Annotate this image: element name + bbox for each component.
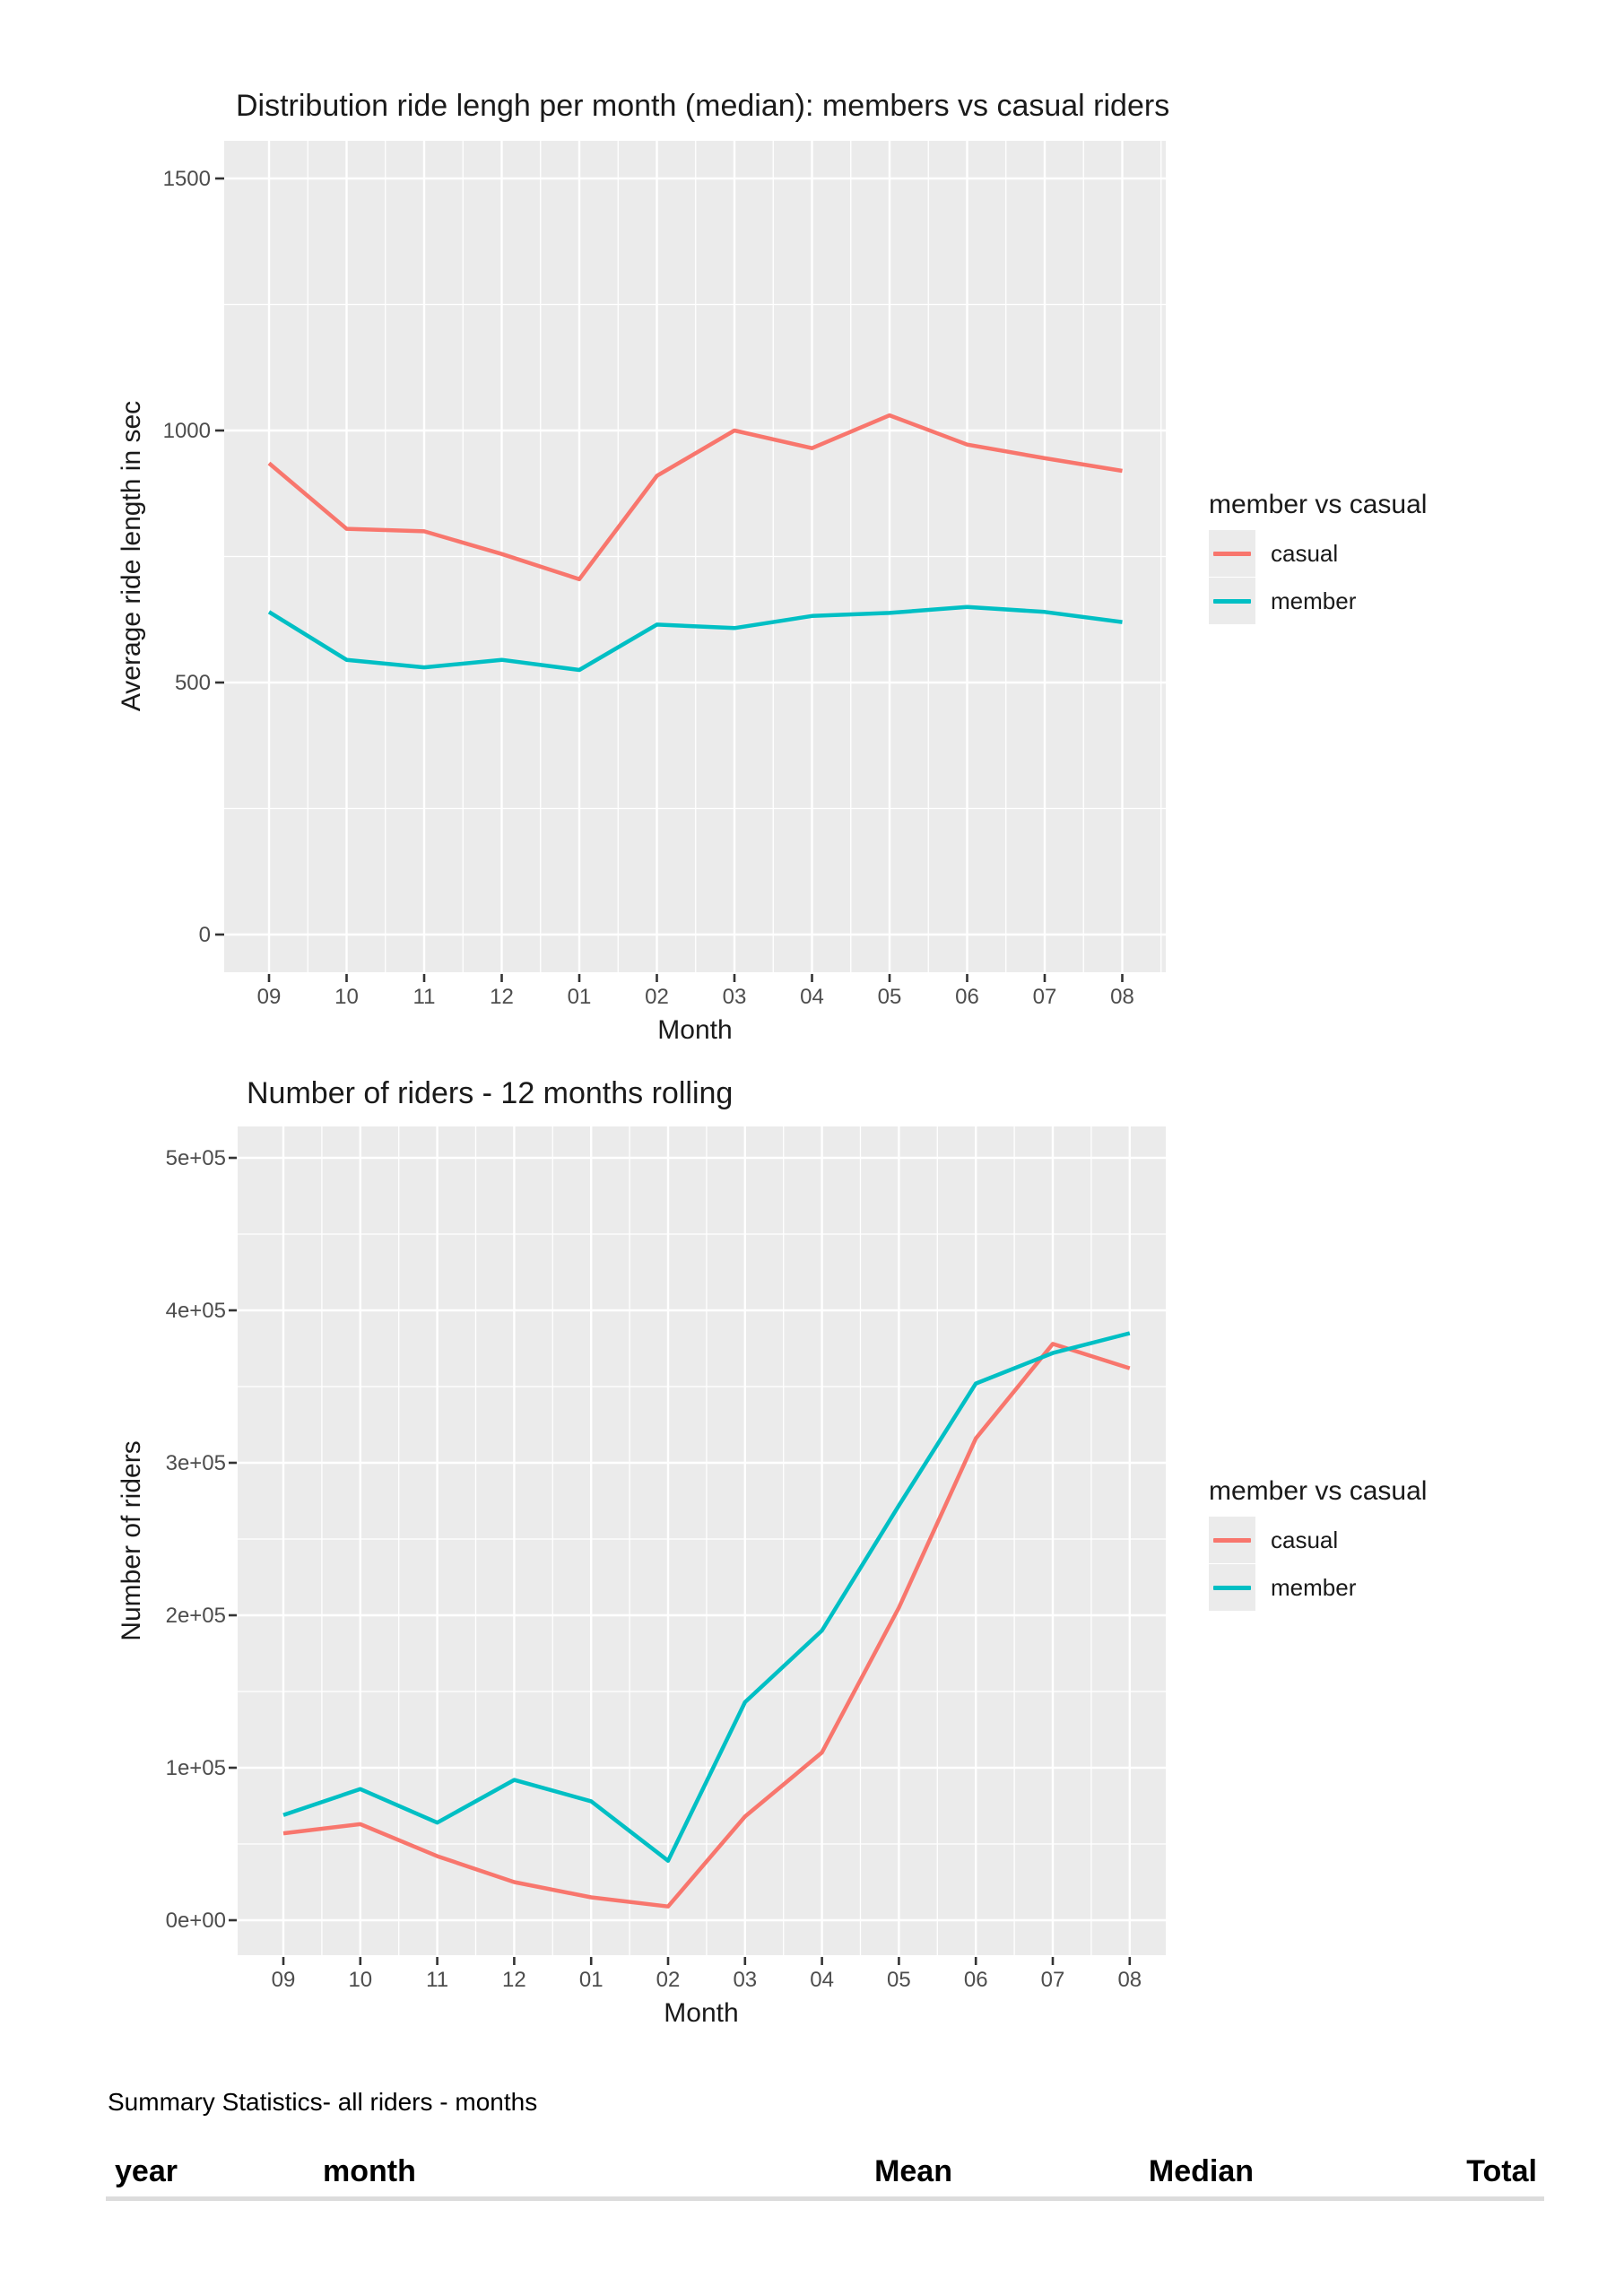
col-header-median: Median (1148, 2154, 1254, 2188)
x-tick-label: 08 (1117, 1968, 1142, 1992)
x-tick-label: 03 (733, 1968, 757, 1992)
y-tick-label: 4e+05 (166, 1299, 226, 1323)
chart2-title: Number of riders - 12 months rolling (247, 1076, 734, 1110)
legend-label-member: member (1271, 587, 1357, 614)
member-line-icon (1213, 1585, 1251, 1590)
x-tick-label: 11 (426, 1968, 448, 1992)
casual-line-icon (1213, 1537, 1251, 1543)
legend-label-casual: casual (1271, 540, 1339, 567)
x-tick-label: 11 (413, 985, 436, 1009)
chart1-panel-group: 0 500 1000 1500 09 10 11 12 01 02 03 04 05 06 07 08 (163, 141, 1166, 1009)
x-tick-label: 09 (257, 985, 282, 1009)
table-header-rule (106, 2196, 1544, 2201)
x-tick-label: 02 (645, 985, 669, 1009)
y-tick-label: 2e+05 (166, 1604, 226, 1628)
x-tick-label: 07 (1033, 985, 1057, 1009)
x-tick-label: 12 (502, 1968, 526, 1992)
casual-key-swatch (1209, 1517, 1255, 1563)
casual-line (267, 413, 1123, 582)
member-key-swatch (1209, 578, 1255, 624)
y-tick-label: 1000 (163, 419, 211, 443)
x-tick-label: 04 (800, 985, 824, 1009)
chart2-legend: member vs casual casual member (1209, 1476, 1585, 1612)
x-tick-label: 01 (579, 1968, 604, 1992)
member-line (282, 1331, 1131, 1863)
x-tick-label: 04 (810, 1968, 834, 1992)
plot-panel (238, 1126, 1166, 1955)
legend-title: member vs casual (1209, 490, 1428, 519)
chart2-panel-group: 0e+00 1e+05 2e+05 3e+05 4e+05 5e+05 09 10 11 12 01… (166, 1126, 1166, 1992)
chart1-y-axis-title: Average ride length in sec (117, 400, 146, 712)
legend-row-member: member (1209, 1564, 1585, 1611)
casual-line (282, 1342, 1131, 1909)
y-tick-label: 500 (175, 671, 211, 695)
col-header-total: Total (1466, 2154, 1537, 2188)
member-key-swatch (1209, 1564, 1255, 1611)
chart1-title: Distribution ride lengh per month (media… (236, 89, 1170, 123)
y-tick-label: 0e+00 (166, 1909, 226, 1933)
y-tick-label: 0 (199, 923, 211, 947)
chart2-x-axis-title: Month (664, 1998, 739, 2028)
legend-label-member: member (1271, 1574, 1357, 1601)
x-tick-label: 10 (348, 1968, 372, 1992)
x-tick-label: 12 (490, 985, 514, 1009)
casual-key-swatch (1209, 530, 1255, 577)
legend-row-casual: casual (1209, 1517, 1585, 1563)
x-tick-label: 06 (964, 1968, 988, 1992)
chart2-y-axis-title: Number of riders (117, 1440, 146, 1641)
x-tick-label: 03 (723, 985, 747, 1009)
x-tick-label: 10 (334, 985, 359, 1009)
legend-title: member vs casual (1209, 1476, 1428, 1506)
x-tick-label: 08 (1110, 985, 1134, 1009)
legend-label-casual: casual (1271, 1526, 1339, 1553)
y-tick-label: 5e+05 (166, 1146, 226, 1170)
summary-heading: Summary Statistics- all riders - months (108, 2088, 538, 2116)
member-line (267, 604, 1123, 673)
legend-row-member: member (1209, 578, 1585, 624)
x-tick-label: 06 (955, 985, 979, 1009)
casual-line-icon (1213, 551, 1251, 556)
y-tick-label: 1e+05 (166, 1756, 226, 1780)
chart1-legend: member vs casual casual member (1209, 490, 1585, 625)
col-header-mean: Mean (874, 2154, 952, 2188)
chart1-x-axis-title: Month (657, 1015, 733, 1045)
y-tick-label: 3e+05 (166, 1451, 226, 1475)
y-tick-label: 1500 (163, 167, 211, 191)
member-line-icon (1213, 598, 1251, 604)
x-tick-label: 05 (887, 1968, 911, 1992)
col-header-month: month (323, 2154, 416, 2188)
x-tick-label: 01 (568, 985, 592, 1009)
col-header-year: year (115, 2154, 178, 2188)
x-tick-label: 09 (272, 1968, 296, 1992)
x-tick-label: 05 (878, 985, 902, 1009)
x-tick-label: 07 (1041, 1968, 1065, 1992)
legend-row-casual: casual (1209, 530, 1585, 577)
x-tick-label: 02 (656, 1968, 681, 1992)
